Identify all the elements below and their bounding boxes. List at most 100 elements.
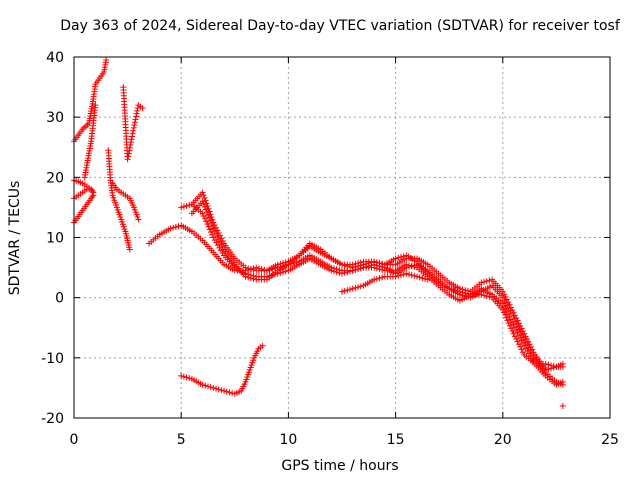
data-point-marker: [506, 313, 513, 320]
data-point-marker: [400, 271, 407, 278]
data-point-marker: [511, 324, 518, 331]
data-point-marker: [559, 402, 566, 409]
data-point-marker: [242, 264, 249, 271]
data-point-marker: [505, 320, 512, 327]
x-tick-label: 0: [70, 432, 79, 448]
data-point-marker: [462, 293, 469, 300]
data-point-marker: [200, 213, 207, 220]
data-point-marker: [355, 260, 362, 267]
series-track-e: [105, 147, 133, 253]
data-point-marker: [408, 272, 415, 279]
data-point-marker: [355, 266, 362, 273]
data-point-marker: [199, 189, 206, 196]
data-point-marker: [245, 265, 252, 272]
grid-lines: [74, 57, 610, 418]
data-point-marker: [211, 222, 218, 229]
data-point-marker: [525, 338, 532, 345]
data-point-marker: [513, 336, 520, 343]
data-point-marker: [509, 328, 516, 335]
data-point-marker: [349, 285, 356, 292]
data-point-marker: [247, 266, 254, 273]
data-point-marker: [522, 333, 529, 340]
data-point-marker: [126, 144, 133, 151]
data-point-marker: [214, 233, 221, 240]
data-point-marker: [499, 306, 506, 313]
data-point-marker: [203, 218, 210, 225]
data-point-marker: [514, 338, 521, 345]
data-point-marker: [202, 197, 209, 204]
data-point-marker: [213, 224, 220, 231]
data-point-marker: [357, 265, 364, 272]
data-point-marker: [336, 266, 343, 273]
data-point-marker: [422, 275, 429, 282]
x-tick-label: 20: [494, 432, 512, 448]
data-point-marker: [347, 286, 354, 293]
series-track-a-high: [71, 57, 110, 145]
data-point-marker: [456, 285, 463, 292]
data-point-marker: [379, 260, 386, 267]
series-tail: [559, 402, 566, 409]
data-point-marker: [202, 215, 209, 222]
data-point-marker: [205, 223, 212, 230]
data-point-marker: [209, 216, 216, 223]
data-point-marker: [215, 229, 222, 236]
data-point-marker: [183, 202, 190, 209]
data-point-marker: [503, 296, 510, 303]
data-point-marker: [217, 238, 224, 245]
data-point-marker: [206, 226, 213, 233]
data-point-marker: [180, 373, 187, 380]
data-point-marker: [127, 142, 134, 149]
data-point-marker: [128, 136, 135, 143]
data-point-marker: [526, 341, 533, 348]
data-point-marker: [499, 300, 506, 307]
data-point-marker: [186, 202, 193, 209]
data-point-marker: [124, 156, 131, 163]
data-point-marker: [167, 225, 174, 232]
y-tick-label: 20: [46, 170, 64, 186]
data-point-marker: [242, 273, 249, 280]
data-point-marker: [277, 260, 284, 267]
data-point-marker: [395, 254, 402, 261]
y-tick-label: 0: [55, 291, 64, 307]
data-point-marker: [250, 275, 257, 282]
data-point-marker: [509, 307, 516, 314]
data-point-marker: [170, 224, 177, 231]
data-point-marker: [395, 272, 402, 279]
data-point-marker: [373, 275, 380, 282]
series-track-f: [109, 180, 142, 223]
data-point-marker: [392, 273, 399, 280]
data-point-marker: [205, 205, 212, 212]
data-point-marker: [501, 303, 508, 310]
data-point-marker: [92, 102, 99, 109]
data-point-marker: [416, 274, 423, 281]
data-point-marker: [519, 349, 526, 356]
data-point-marker: [511, 333, 518, 340]
data-point-marker: [103, 57, 110, 64]
data-point-marker: [511, 312, 518, 319]
data-point-marker: [132, 116, 139, 123]
data-point-marker: [201, 203, 208, 210]
data-point-marker: [504, 317, 511, 324]
data-point-marker: [513, 314, 520, 321]
data-point-marker: [376, 260, 383, 267]
data-point-marker: [530, 349, 537, 356]
data-point-marker: [357, 259, 364, 266]
data-point-marker: [529, 346, 536, 353]
y-tick-label: -20: [41, 411, 64, 427]
data-point-marker: [545, 366, 552, 373]
data-point-marker: [199, 198, 206, 205]
data-point-marker: [333, 266, 340, 273]
data-point-marker: [514, 329, 521, 336]
data-point-marker: [214, 227, 221, 234]
data-point-marker: [503, 314, 510, 321]
data-point-marker: [219, 243, 226, 250]
data-point-marker: [483, 293, 490, 300]
data-point-marker: [507, 304, 514, 311]
data-point-marker: [397, 254, 404, 261]
data-point-marker: [217, 232, 224, 239]
series-track-a-rise: [81, 102, 99, 181]
y-tick-label: 30: [46, 110, 64, 126]
data-point-marker: [178, 372, 185, 379]
data-point-marker: [464, 287, 471, 294]
data-point-marker: [408, 263, 415, 270]
